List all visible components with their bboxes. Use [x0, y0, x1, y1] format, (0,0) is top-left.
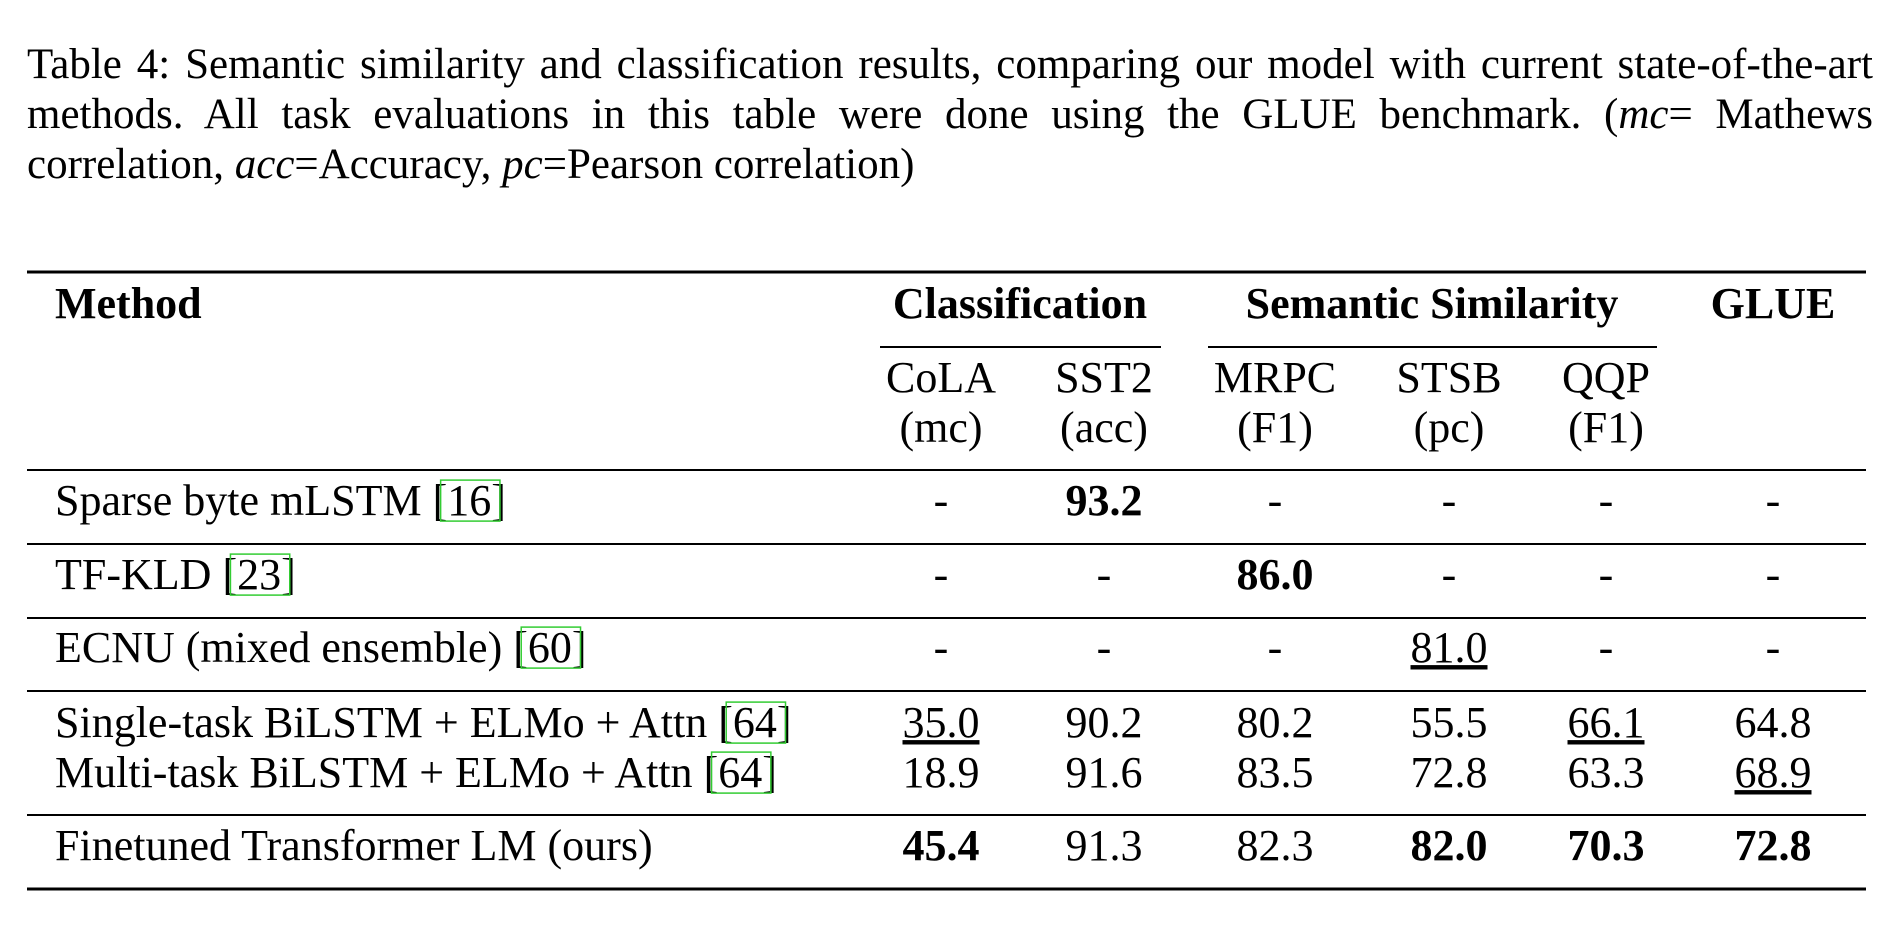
table-cell: - — [1442, 550, 1457, 599]
method-cell: TF-KLD — [55, 550, 211, 599]
header-cell: Method — [55, 279, 202, 328]
table-cell: 82.0 — [1411, 821, 1488, 870]
method-cell: Single-task BiLSTM + ELMo + Attn — [55, 698, 707, 747]
caption-text: acc — [234, 141, 295, 188]
table-cell: 90.2 — [1066, 698, 1143, 747]
table-cell: 93.2 — [1066, 476, 1143, 525]
caption-text: = Mathews correlation, — [27, 91, 1873, 188]
table-cell: 18.9 — [903, 748, 980, 797]
header-group: Semantic Similarity — [1246, 279, 1619, 328]
header-group: GLUE — [1711, 279, 1836, 328]
table-cell: 91.3 — [1066, 821, 1143, 870]
method-cell: Sparse byte mLSTM — [55, 476, 422, 525]
table-cell: - — [934, 550, 949, 599]
header-subcell: STSB — [1396, 353, 1501, 402]
caption-text: pc — [502, 141, 543, 188]
table-cell: - — [1599, 623, 1614, 672]
citation-link[interactable]: [16] — [433, 476, 506, 525]
header-subcell: (acc) — [1060, 403, 1148, 452]
caption-text: =Accuracy, — [294, 141, 503, 188]
header-subcell: CoLA — [886, 353, 996, 402]
citation-link[interactable]: [64] — [704, 748, 777, 797]
method-cell: Finetuned Transformer LM (ours) — [55, 821, 653, 870]
table-cell: - — [934, 623, 949, 672]
table-cell: - — [1599, 476, 1614, 525]
table-cell: 80.2 — [1237, 698, 1314, 747]
table-cell: 63.3 — [1568, 748, 1645, 797]
table-cell: 72.8 — [1735, 821, 1812, 870]
table-cell: - — [1268, 623, 1283, 672]
header-subcell: SST2 — [1055, 353, 1153, 402]
citation-box — [439, 479, 501, 522]
table-cell: 86.0 — [1237, 550, 1314, 599]
table-cell: - — [1442, 476, 1457, 525]
caption-text: =Pearson correlation) — [542, 141, 915, 188]
table-cell: - — [1268, 476, 1283, 525]
citation-link[interactable]: [23] — [222, 550, 295, 599]
header-subcell: (F1) — [1568, 403, 1644, 452]
method-cell: Multi-task BiLSTM + ELMo + Attn — [55, 748, 693, 797]
header-subcell: (mc) — [899, 403, 982, 452]
method-cell: ECNU (mixed ensemble) — [55, 623, 502, 672]
table-cell: - — [1766, 623, 1781, 672]
header-group: Classification — [893, 279, 1147, 328]
caption-text: mc — [1618, 91, 1669, 138]
table-cell: 45.4 — [903, 821, 980, 870]
table-cell: 70.3 — [1568, 821, 1645, 870]
table-cell: 35.0 — [903, 698, 980, 747]
citation-box — [229, 553, 291, 596]
header-subcell: (F1) — [1237, 403, 1313, 452]
header-subcell: MRPC — [1214, 353, 1336, 402]
table-cell: - — [1599, 550, 1614, 599]
citation-link[interactable]: [64] — [718, 698, 791, 747]
table-cell: 64.8 — [1735, 698, 1812, 747]
table-cell: 68.9 — [1735, 748, 1812, 797]
table-caption: Table 4: Semantic similarity and classif… — [27, 40, 1873, 190]
table-cell: 55.5 — [1411, 698, 1488, 747]
table-cell: 81.0 — [1411, 623, 1488, 672]
table-cell: - — [1097, 550, 1112, 599]
caption-text: Table 4: Semantic similarity and classif… — [27, 41, 1873, 138]
header-subcell: (pc) — [1414, 403, 1485, 452]
table-cell: - — [1097, 623, 1112, 672]
citation-box — [520, 626, 582, 669]
citation-link[interactable]: [60] — [513, 623, 586, 672]
table-cell: - — [1766, 476, 1781, 525]
citation-box — [725, 701, 787, 744]
header-subcell: QQP — [1562, 353, 1650, 402]
table-cell: 72.8 — [1411, 748, 1488, 797]
table-cell: - — [934, 476, 949, 525]
table-cell: 66.1 — [1568, 698, 1645, 747]
table-cell: 83.5 — [1237, 748, 1314, 797]
table-cell: - — [1766, 550, 1781, 599]
table-cell: 82.3 — [1237, 821, 1314, 870]
table-cell: 91.6 — [1066, 748, 1143, 797]
citation-box — [710, 751, 772, 794]
